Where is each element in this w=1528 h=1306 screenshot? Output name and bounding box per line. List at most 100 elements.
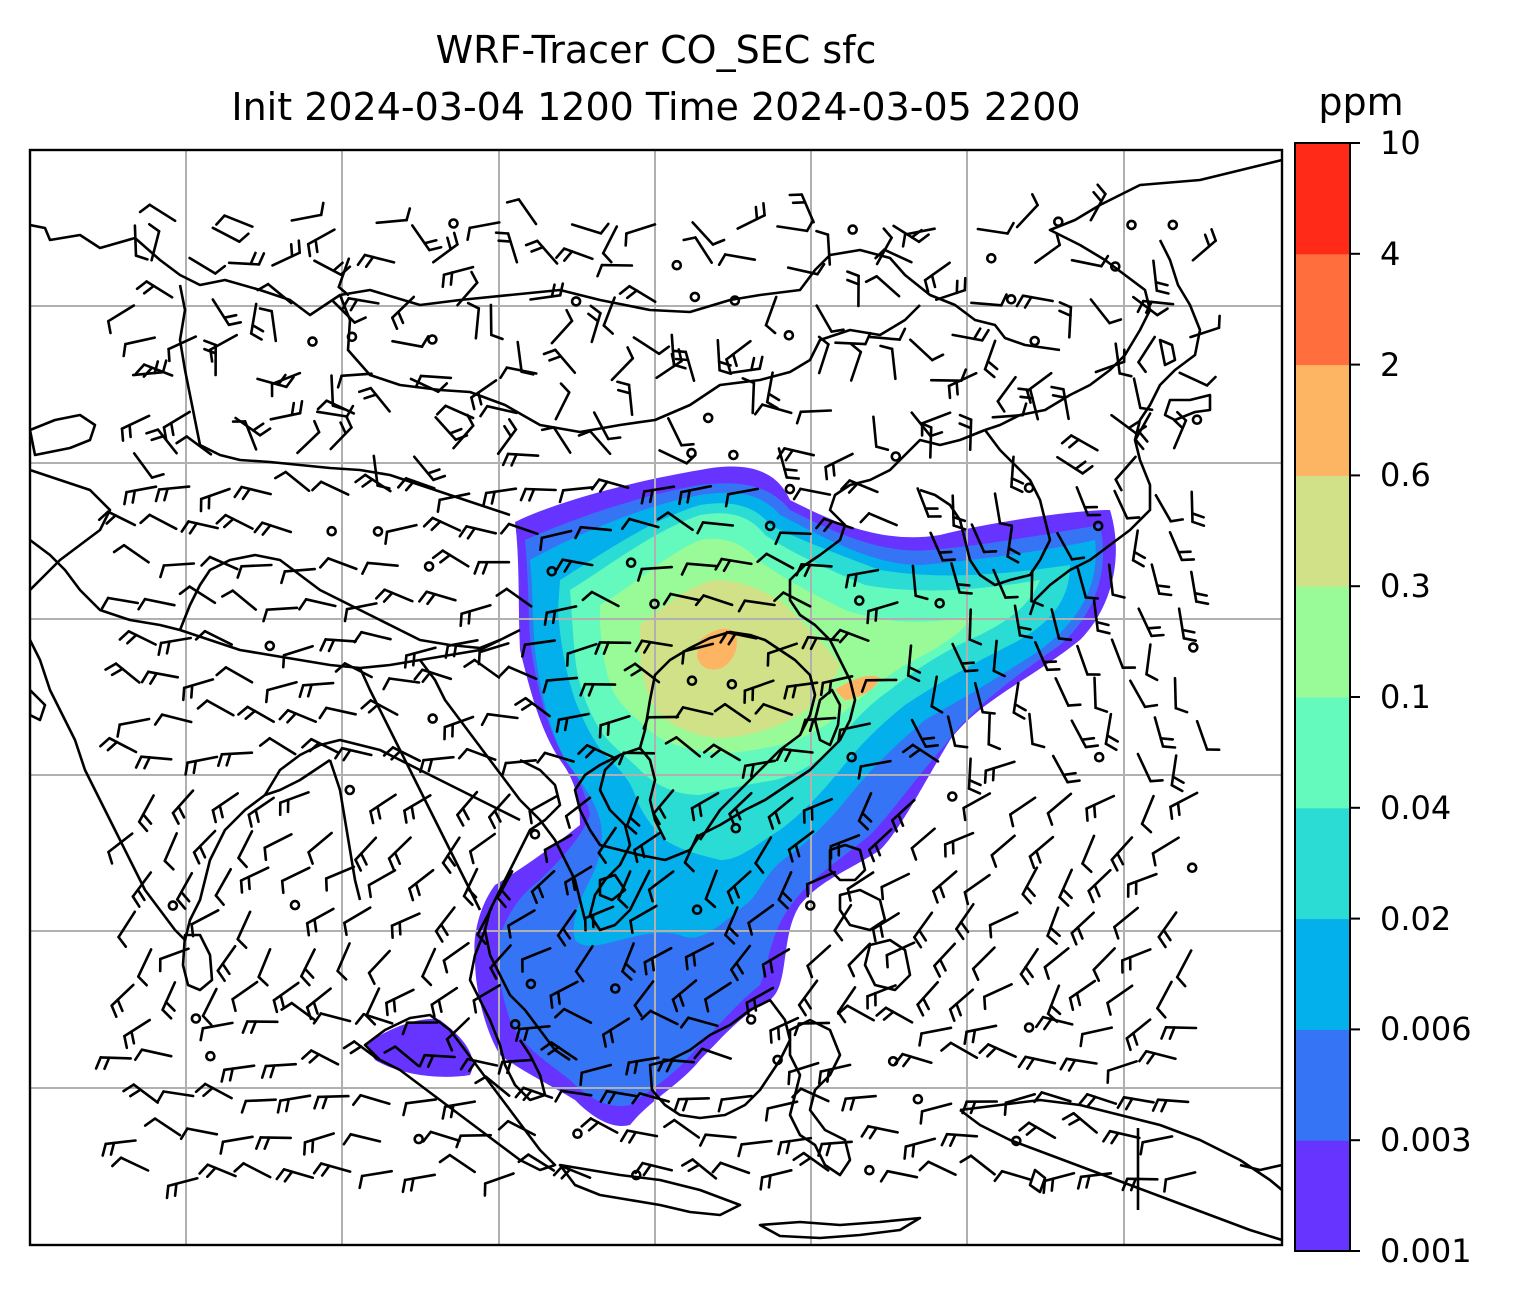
wind-barb xyxy=(466,301,481,340)
wind-barb xyxy=(134,1048,173,1061)
wind-barb xyxy=(1110,638,1137,670)
wind-barb xyxy=(438,1153,477,1174)
wind-barb xyxy=(1189,314,1221,339)
wind-barb xyxy=(414,374,453,389)
wind-barb xyxy=(1015,193,1039,229)
wind-barb xyxy=(795,562,833,578)
wind-barb xyxy=(643,946,673,976)
wind-barb xyxy=(367,949,391,986)
wind-barb xyxy=(528,795,558,825)
colorbar xyxy=(1294,142,1360,1252)
wind-barb xyxy=(100,596,139,610)
wind-barb xyxy=(123,1018,151,1050)
wind-barb xyxy=(192,829,217,865)
wind-barb xyxy=(1008,796,1037,828)
wind-barb xyxy=(361,561,399,576)
wind-barb xyxy=(747,903,775,936)
wind-barb xyxy=(1092,599,1111,635)
wind-barb xyxy=(553,1007,593,1025)
wind-barb xyxy=(1132,377,1154,412)
wind-barb xyxy=(1079,1026,1113,1048)
wind-barb xyxy=(666,416,695,447)
wind-barb xyxy=(973,681,996,715)
calm-wind-marker xyxy=(1191,414,1203,426)
wind-barb xyxy=(554,1089,593,1103)
wind-barb xyxy=(445,1017,471,1052)
wind-barb xyxy=(1178,371,1217,387)
wind-barb xyxy=(497,1119,537,1137)
wind-barb xyxy=(470,379,498,411)
wind-barb xyxy=(868,327,907,341)
wind-barb xyxy=(1060,434,1099,452)
wind-barb xyxy=(120,414,151,442)
wind-barb xyxy=(216,944,237,983)
wind-barb xyxy=(418,1053,456,1068)
wind-barb xyxy=(737,1139,773,1158)
wind-barb xyxy=(278,708,318,724)
wind-barb xyxy=(1056,455,1094,475)
wind-barb xyxy=(672,349,696,383)
wind-barb xyxy=(847,942,872,978)
wind-barb xyxy=(273,470,311,493)
wind-barb xyxy=(401,1173,437,1194)
wind-barb xyxy=(864,274,901,298)
wind-barb xyxy=(753,403,793,416)
wind-barb xyxy=(1046,984,1062,1024)
wind-barb xyxy=(175,435,213,456)
wind-barb xyxy=(967,757,982,795)
wind-barb xyxy=(123,485,158,506)
wind-barb xyxy=(1131,529,1147,568)
wind-barb xyxy=(929,368,968,383)
wind-barb xyxy=(682,236,714,265)
wind-barb xyxy=(165,1177,199,1200)
wind-barb xyxy=(552,1165,592,1180)
wind-barb xyxy=(577,429,612,456)
wind-barb xyxy=(302,1132,336,1156)
wind-barb xyxy=(871,912,900,943)
wind-barb xyxy=(1058,868,1073,907)
wind-barb xyxy=(574,944,594,983)
wind-barb xyxy=(946,715,969,749)
wind-barb xyxy=(596,263,634,278)
calm-wind-marker xyxy=(649,598,660,610)
wind-barb xyxy=(264,680,298,704)
calm-wind-marker xyxy=(783,329,795,341)
wind-barb xyxy=(167,335,198,363)
wind-barb xyxy=(879,1169,919,1183)
calm-wind-marker xyxy=(946,791,958,802)
wind-barb xyxy=(342,1040,380,1061)
wind-barb xyxy=(441,836,461,874)
wind-barb xyxy=(233,485,273,501)
wind-barb xyxy=(231,420,258,451)
wind-barb xyxy=(792,487,832,501)
wind-barb xyxy=(499,522,539,536)
wind-barb xyxy=(962,792,992,822)
calm-wind-marker xyxy=(864,1164,875,1176)
wind-barb xyxy=(805,870,837,898)
wind-barb xyxy=(901,227,936,248)
wind-barb xyxy=(788,193,815,224)
wind-barb xyxy=(421,947,437,987)
calm-wind-marker xyxy=(307,336,318,347)
calm-wind-marker xyxy=(1110,261,1121,272)
wind-barb xyxy=(711,1161,751,1175)
wind-barb xyxy=(356,253,396,269)
wind-barb xyxy=(161,981,177,1020)
wind-barb xyxy=(932,870,958,904)
wind-barb xyxy=(262,606,299,623)
colorbar-tick-label: 10 xyxy=(1380,124,1421,162)
wind-barb xyxy=(872,415,890,452)
calm-wind-marker xyxy=(190,1013,202,1024)
wind-barb xyxy=(901,743,940,763)
wind-barb xyxy=(1140,794,1155,834)
wind-barb xyxy=(312,1162,352,1177)
wind-barb xyxy=(1030,569,1044,607)
wind-barb xyxy=(505,198,538,226)
wind-barb xyxy=(496,870,514,909)
wind-barb xyxy=(631,1092,671,1105)
wind-barb xyxy=(1070,911,1095,946)
wind-barb xyxy=(815,304,845,333)
wind-barb xyxy=(833,903,853,942)
wind-barb xyxy=(1154,493,1184,523)
wind-barb xyxy=(601,225,619,264)
